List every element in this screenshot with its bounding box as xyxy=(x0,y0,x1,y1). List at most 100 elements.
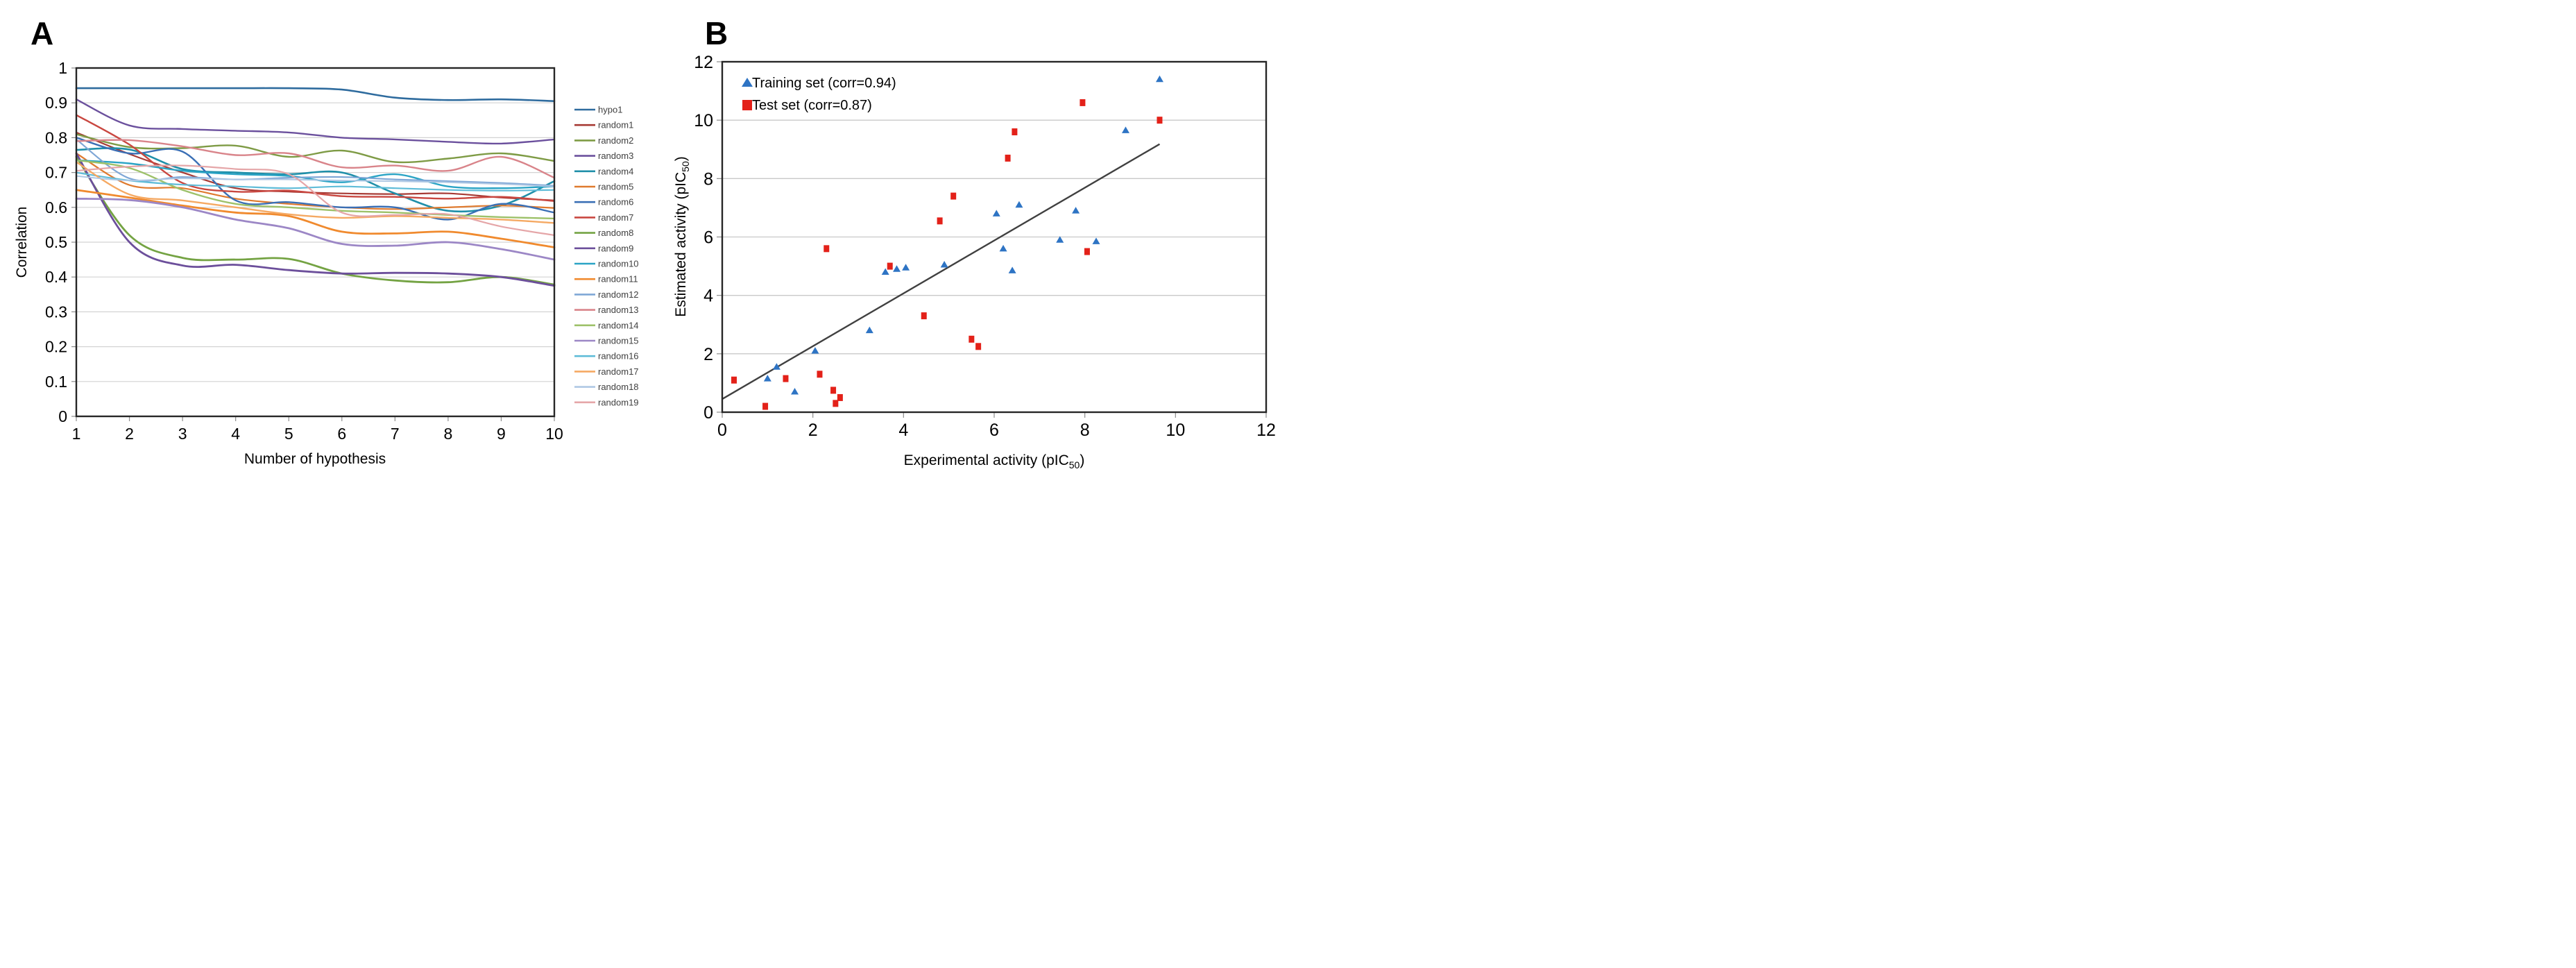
legend-item-random17: random17 xyxy=(574,366,639,377)
legend-item-random3: random3 xyxy=(574,151,633,161)
training-point xyxy=(811,347,819,354)
training-point xyxy=(1092,237,1100,244)
test-point xyxy=(975,343,982,350)
legend-label-random8: random8 xyxy=(598,228,633,238)
y-tick-label: 0.8 xyxy=(45,128,67,146)
legend-label-random17: random17 xyxy=(598,366,639,377)
legend-item-random10: random10 xyxy=(574,259,639,269)
x-tick-label: 12 xyxy=(1256,421,1276,440)
test-point xyxy=(762,402,769,410)
training-point xyxy=(1121,126,1129,133)
panel-b-legend: Training set (corr=0.94) Test set (corr=… xyxy=(742,76,896,113)
training-point xyxy=(893,265,901,272)
series-line-random3 xyxy=(75,99,556,145)
panel-a-label: A xyxy=(31,15,53,51)
training-point xyxy=(881,268,889,275)
x-tick-label: 3 xyxy=(178,425,187,443)
panel-b-x-tick-labels: 0 2 4 6 8 10 12 xyxy=(717,421,1276,440)
training-point xyxy=(1155,75,1163,83)
legend-item-random19: random19 xyxy=(574,397,639,407)
x-tick-label: 10 xyxy=(545,425,563,443)
series-line-random16 xyxy=(75,171,556,192)
panel-a-ticks xyxy=(71,67,555,421)
series-line-random12 xyxy=(75,138,556,187)
x-tick-label: 6 xyxy=(337,425,346,443)
panel-b-gridlines xyxy=(722,119,1266,355)
panel-a-x-tick-labels: 1 2 3 4 5 6 7 8 9 10 xyxy=(72,425,563,443)
legend-item-random16: random16 xyxy=(574,351,639,362)
legend-item-hypo1: hypo1 xyxy=(574,105,622,115)
test-point xyxy=(1012,128,1018,135)
x-tick-label: 8 xyxy=(1080,421,1090,440)
series-line-random14 xyxy=(75,159,556,220)
legend-label-random15: random15 xyxy=(598,336,639,346)
series-line-hypo1 xyxy=(75,87,556,102)
panel-a-x-axis-title: Number of hypothesis xyxy=(244,451,386,467)
panel-b-legend-training-label: Training set (corr=0.94) xyxy=(752,76,896,91)
y-tick-label: 0.3 xyxy=(45,303,67,321)
legend-label-random2: random2 xyxy=(598,135,633,146)
y-tick-label: 1 xyxy=(58,59,67,77)
legend-label-random11: random11 xyxy=(598,274,638,285)
y-tick-label: 6 xyxy=(703,228,713,248)
legend-label-random3: random3 xyxy=(598,151,633,161)
x-tick-label: 10 xyxy=(1166,421,1185,440)
legend-label-random7: random7 xyxy=(598,212,633,223)
legend-label-random12: random12 xyxy=(598,289,639,300)
legend-item-random12: random12 xyxy=(574,289,639,300)
test-point xyxy=(969,335,975,343)
legend-item-random6: random6 xyxy=(574,197,633,207)
panel-a-y-axis-title: Correlation xyxy=(14,207,30,278)
panel-a-y-tick-labels: 0 0.1 0.2 0.3 0.4 0.5 0.6 0.7 0.8 0.9 1 xyxy=(45,59,67,425)
training-point xyxy=(999,244,1007,252)
series-line-random5 xyxy=(75,152,556,210)
series-line-random18 xyxy=(76,175,555,187)
legend-label-random14: random14 xyxy=(598,320,639,330)
legend-item-random15: random15 xyxy=(574,336,639,346)
legend-item-random2: random2 xyxy=(574,135,633,146)
test-point xyxy=(830,387,837,394)
panel-b-plot-border xyxy=(721,60,1268,414)
test-set-square-icon xyxy=(742,100,752,110)
y-tick-label: 0.6 xyxy=(45,198,67,216)
panel-a-legend: hypo1 random1 random2 random3 random4 random5… xyxy=(574,105,639,407)
y-tick-label: 10 xyxy=(694,111,713,130)
y-tick-label: 0 xyxy=(58,407,67,425)
panel-b-y-axis-title: Estimated activity (pIC50) xyxy=(673,156,691,316)
training-point xyxy=(1072,207,1080,214)
x-tick-label: 9 xyxy=(497,425,506,443)
legend-item-random14: random14 xyxy=(574,320,639,330)
panel-b-ticks xyxy=(717,61,1267,418)
x-tick-label: 4 xyxy=(898,421,908,440)
series-line-random2 xyxy=(75,133,556,164)
x-tick-label: 1 xyxy=(72,425,81,443)
series-line-random15 xyxy=(75,197,556,261)
legend-item-random9: random9 xyxy=(574,243,633,253)
y-tick-label: 8 xyxy=(703,169,713,189)
series-line-random17 xyxy=(75,161,556,224)
y-tick-label: 0.1 xyxy=(45,373,67,391)
legend-label-random19: random19 xyxy=(598,397,639,407)
y-tick-label: 0.9 xyxy=(45,94,67,112)
training-point xyxy=(1056,236,1064,243)
training-point xyxy=(791,388,799,395)
y-tick-label: 0.7 xyxy=(45,164,67,182)
y-tick-label: 12 xyxy=(694,53,713,72)
x-tick-label: 0 xyxy=(717,421,727,440)
legend-label-random6: random6 xyxy=(598,197,633,207)
x-tick-label: 6 xyxy=(989,421,999,440)
training-point xyxy=(1015,201,1023,208)
panel-a-plot-border xyxy=(75,67,556,418)
test-point xyxy=(921,312,927,320)
legend-label-random16: random16 xyxy=(598,351,639,362)
training-point xyxy=(865,326,873,334)
training-point xyxy=(940,260,948,268)
legend-label-random1: random1 xyxy=(598,120,633,130)
series-line-random8 xyxy=(75,155,556,286)
panel-a-gridlines xyxy=(76,102,554,382)
test-point xyxy=(950,192,957,200)
y-tick-label: 0.4 xyxy=(45,268,67,286)
y-tick-label: 2 xyxy=(703,345,713,364)
legend-label-random4: random4 xyxy=(598,166,633,176)
